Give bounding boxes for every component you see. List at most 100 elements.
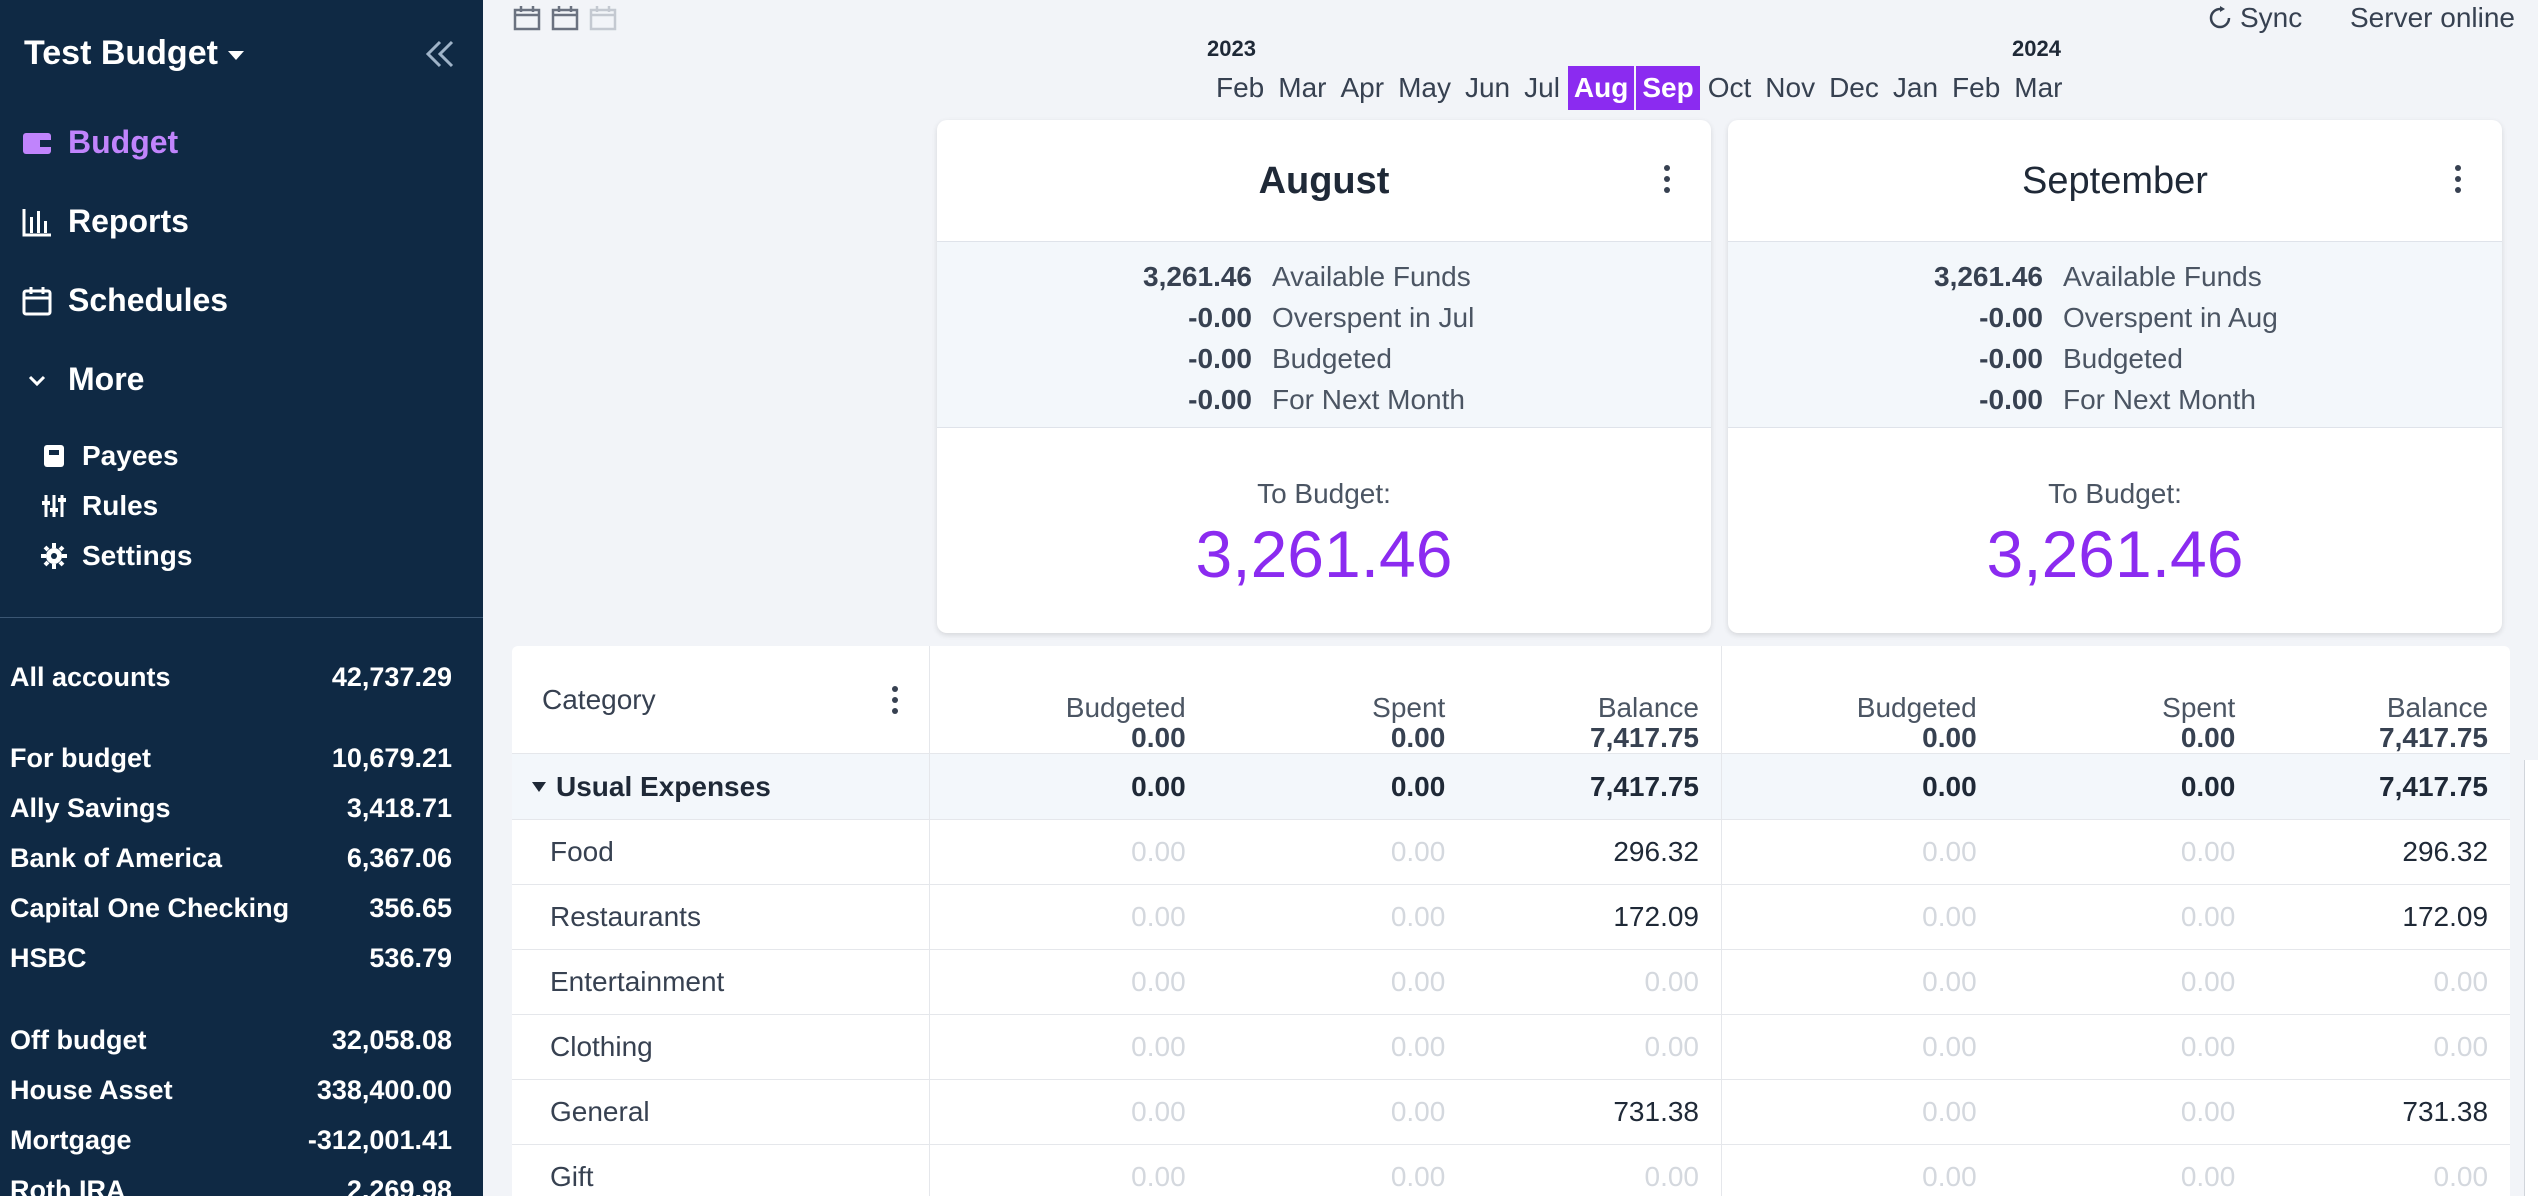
budgeted-input[interactable]: 0.00 <box>1922 1096 1977 1127</box>
account-item[interactable]: Bank of America 6,367.06 <box>10 843 452 874</box>
table-scrollbar[interactable] <box>2524 760 2538 1196</box>
spent-cell[interactable]: 0.00 <box>1390 1031 1446 1062</box>
balance-cell[interactable]: 731.38 <box>1613 1096 1699 1127</box>
month-button[interactable]: Jul <box>1524 72 1560 103</box>
category-name[interactable]: Food <box>512 820 930 884</box>
sync-button[interactable]: Sync <box>2208 2 2302 34</box>
budgeted-input[interactable]: 0.00 <box>1131 901 1186 932</box>
balance-cell[interactable]: 296.32 <box>1613 836 1699 867</box>
spent-cell[interactable]: 0.00 <box>2180 1161 2236 1192</box>
to-budget-section: To Budget: 3,261.46 <box>1728 428 2502 592</box>
budgeted-input[interactable]: 0.00 <box>1131 1096 1186 1127</box>
budgeted-input[interactable]: 0.00 <box>1922 1161 1977 1192</box>
balance-cell[interactable]: 172.09 <box>2402 901 2489 932</box>
budgeted-input[interactable]: 0.00 <box>1131 836 1186 867</box>
to-budget-value[interactable]: 3,261.46 <box>1195 517 1453 591</box>
kebab-menu-icon[interactable] <box>891 685 899 715</box>
budgeted-input[interactable]: 0.00 <box>1922 836 1977 867</box>
category-name[interactable]: General <box>512 1080 930 1144</box>
month-button[interactable]: May <box>1398 72 1451 103</box>
budgeted-input[interactable]: 0.00 <box>1131 1031 1186 1062</box>
spent-cell[interactable]: 0.00 <box>2180 836 2236 867</box>
category-row[interactable]: Clothing 0.00 0.00 0.00 0.00 0.00 0.00 <box>512 1015 2510 1080</box>
month-button-selected[interactable]: Aug <box>1567 66 1635 110</box>
nav-more[interactable]: More <box>20 361 144 398</box>
balance-cell[interactable]: 0.00 <box>1644 1031 1700 1062</box>
nav-schedules[interactable]: Schedules <box>20 282 228 319</box>
group-name-cell[interactable]: Usual Expenses <box>512 754 930 819</box>
spent-cell[interactable]: 0.00 <box>1390 901 1446 932</box>
calendar-three-month-icon[interactable] <box>588 4 618 32</box>
category-row[interactable]: General 0.00 0.00 731.38 0.00 0.00 731.3… <box>512 1080 2510 1145</box>
account-item[interactable]: HSBC 536.79 <box>10 943 452 974</box>
balance-cell[interactable]: 0.00 <box>1644 966 1700 997</box>
category-row[interactable]: Restaurants 0.00 0.00 172.09 0.00 0.00 1… <box>512 885 2510 950</box>
month-column-group: Budgeted 0.00 Spent 0.00 Balance 7,417.75 <box>1722 646 2510 753</box>
balance-cell[interactable]: 0.00 <box>1644 1161 1700 1192</box>
account-off-budget[interactable]: Off budget 32,058.08 <box>10 1025 452 1056</box>
budgeted-input[interactable]: 0.00 <box>1131 1161 1186 1192</box>
month-button[interactable]: Jun <box>1464 72 1511 103</box>
budget-name-menu[interactable]: Test Budget <box>24 34 244 73</box>
account-item[interactable]: Mortgage -312,001.41 <box>10 1125 452 1156</box>
month-button[interactable]: Oct <box>1707 72 1752 103</box>
category-name[interactable]: Restaurants <box>512 885 930 949</box>
account-item[interactable]: House Asset 338,400.00 <box>10 1075 452 1106</box>
balance-cell[interactable]: 0.00 <box>2433 1031 2489 1062</box>
balance-cell[interactable]: 0.00 <box>2433 1161 2489 1192</box>
account-all[interactable]: All accounts 42,737.29 <box>10 662 452 693</box>
category-group-row[interactable]: Usual Expenses 0.00 0.00 7,417.75 0.00 0… <box>512 754 2510 820</box>
stat-value: 3,261.46 <box>1934 260 2043 292</box>
calendar-one-month-icon[interactable] <box>512 4 542 32</box>
month-button-selected[interactable]: Sep <box>1636 66 1700 110</box>
category-row[interactable]: Food 0.00 0.00 296.32 0.00 0.00 296.32 <box>512 820 2510 885</box>
budgeted-input[interactable]: 0.00 <box>1922 1031 1977 1062</box>
to-budget-value[interactable]: 3,261.46 <box>1986 517 2244 591</box>
account-item[interactable]: Ally Savings 3,418.71 <box>10 793 452 824</box>
nav-payees[interactable]: Payees <box>40 440 179 472</box>
account-item[interactable]: Roth IRA 2,269.98 <box>10 1175 452 1196</box>
month-button[interactable]: Dec <box>1829 72 1879 103</box>
nav-rules[interactable]: Rules <box>40 490 158 522</box>
category-row[interactable]: Gift 0.00 0.00 0.00 0.00 0.00 0.00 <box>512 1145 2510 1196</box>
calendar-two-month-icon[interactable] <box>550 4 580 32</box>
expand-triangle-icon[interactable] <box>532 781 546 792</box>
spent-cell[interactable]: 0.00 <box>1390 1096 1446 1127</box>
month-button[interactable]: Feb <box>1216 72 1265 103</box>
balance-cell[interactable]: 0.00 <box>2433 966 2489 997</box>
spent-cell[interactable]: 0.00 <box>1390 1161 1446 1192</box>
month-button[interactable]: Mar <box>2014 72 2063 103</box>
kebab-menu-icon[interactable] <box>2454 164 2462 194</box>
budgeted-input[interactable]: 0.00 <box>1922 901 1977 932</box>
balance-cell[interactable]: 172.09 <box>1613 901 1699 932</box>
account-for-budget[interactable]: For budget 10,679.21 <box>10 743 452 774</box>
spent-cell[interactable]: 0.00 <box>2180 1096 2236 1127</box>
collapse-sidebar-button[interactable] <box>420 36 460 72</box>
kebab-menu-icon[interactable] <box>1663 164 1671 194</box>
nav-reports[interactable]: Reports <box>20 203 189 240</box>
balance-cell[interactable]: 731.38 <box>2402 1096 2489 1127</box>
category-name[interactable]: Gift <box>512 1145 930 1196</box>
stat-row: -0.00 Overspent in Aug <box>1728 297 2502 338</box>
category-row[interactable]: Entertainment 0.00 0.00 0.00 0.00 0.00 0… <box>512 950 2510 1015</box>
spent-cell[interactable]: 0.00 <box>2180 901 2236 932</box>
budgeted-input[interactable]: 0.00 <box>1131 966 1186 997</box>
balance-cell[interactable]: 296.32 <box>2402 836 2489 867</box>
server-status[interactable]: Server online <box>2350 2 2515 33</box>
nav-settings[interactable]: Settings <box>40 540 192 572</box>
account-item[interactable]: Capital One Checking 356.65 <box>10 893 452 924</box>
month-button[interactable]: Jan <box>1892 72 1939 103</box>
spent-cell[interactable]: 0.00 <box>1390 966 1446 997</box>
category-name[interactable]: Clothing <box>512 1015 930 1079</box>
stat-label: Available Funds <box>2063 260 2262 292</box>
month-button[interactable]: Feb <box>1952 72 2001 103</box>
month-button[interactable]: Apr <box>1340 72 1385 103</box>
spent-cell[interactable]: 0.00 <box>2180 1031 2236 1062</box>
spent-cell[interactable]: 0.00 <box>1390 836 1446 867</box>
category-name[interactable]: Entertainment <box>512 950 930 1014</box>
month-button[interactable]: Mar <box>1278 72 1327 103</box>
month-button[interactable]: Nov <box>1765 72 1816 103</box>
nav-budget[interactable]: Budget <box>20 124 178 161</box>
spent-cell[interactable]: 0.00 <box>2180 966 2236 997</box>
budgeted-input[interactable]: 0.00 <box>1922 966 1977 997</box>
